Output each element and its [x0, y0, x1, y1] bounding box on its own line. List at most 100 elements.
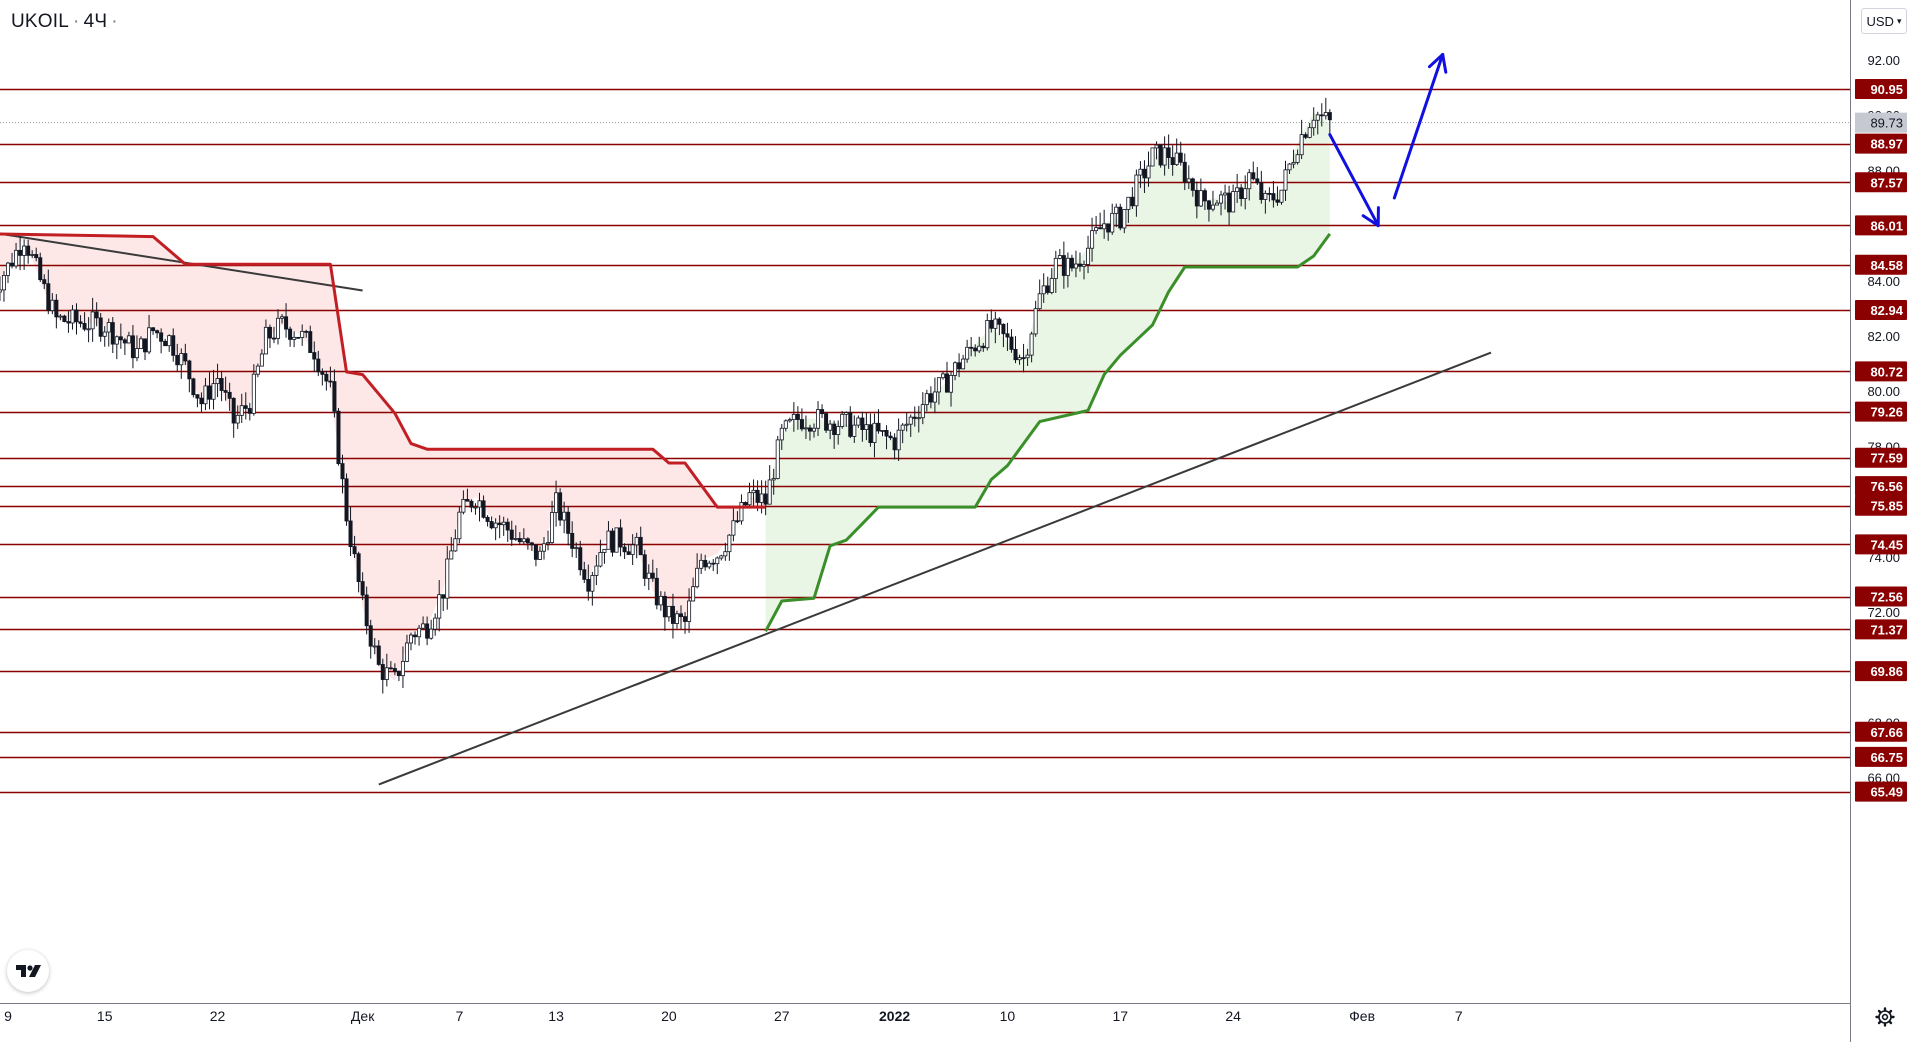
candle — [384, 653, 389, 687]
candle — [1291, 149, 1296, 169]
candle — [288, 326, 293, 347]
level-label: 77.59 — [1855, 447, 1907, 468]
level-label: 66.75 — [1855, 746, 1907, 767]
candle — [582, 561, 587, 584]
candle — [433, 613, 438, 636]
projection-arrow-1[interactable] — [1328, 133, 1380, 228]
time-tick-label: 2022 — [879, 1008, 910, 1024]
candle — [324, 370, 329, 391]
candle — [622, 543, 627, 559]
candle — [1186, 165, 1191, 189]
candle — [368, 619, 373, 659]
candle — [143, 338, 148, 361]
candle — [1094, 215, 1099, 235]
candle — [1271, 180, 1276, 208]
candle — [58, 314, 63, 321]
candle — [715, 556, 720, 575]
candle — [1138, 161, 1143, 188]
candle — [1025, 348, 1030, 366]
candle — [1231, 184, 1236, 213]
candle — [570, 521, 575, 558]
candle — [832, 420, 837, 449]
candle — [856, 415, 861, 428]
candle — [344, 473, 349, 526]
candle — [134, 335, 139, 362]
candle — [425, 616, 430, 646]
candle — [82, 312, 87, 332]
candle — [227, 382, 232, 411]
candle — [445, 546, 450, 610]
candle — [771, 468, 776, 495]
candle — [1029, 331, 1034, 363]
candle — [944, 361, 949, 393]
candle — [1194, 181, 1199, 219]
projection-arrow-2[interactable] — [1392, 52, 1448, 200]
candle — [1303, 132, 1308, 140]
candle — [973, 344, 978, 357]
candle — [662, 591, 667, 631]
candle — [1327, 109, 1332, 135]
candle — [836, 420, 841, 445]
tradingview-logo-icon[interactable] — [7, 950, 49, 992]
candle — [949, 370, 954, 407]
candle — [735, 511, 740, 524]
currency-button[interactable]: USD ▾ — [1861, 8, 1907, 34]
candle — [417, 624, 422, 646]
candle — [1182, 153, 1187, 191]
trend-line-1[interactable] — [0, 232, 363, 292]
candle — [292, 331, 297, 348]
candle — [1255, 167, 1260, 185]
candle — [1082, 260, 1087, 280]
candle — [1053, 250, 1058, 294]
candle — [848, 406, 853, 439]
level-label-text: 88.97 — [1870, 137, 1903, 152]
candle — [1190, 177, 1195, 197]
candle — [884, 425, 889, 450]
stop-green-line[interactable] — [764, 233, 1332, 633]
candle — [1263, 190, 1268, 214]
candle — [1170, 145, 1175, 176]
candle — [852, 415, 857, 443]
candle — [203, 377, 208, 411]
candle — [1251, 161, 1256, 181]
candle — [364, 586, 369, 635]
candle — [731, 506, 736, 542]
candle — [223, 376, 228, 401]
candle — [642, 549, 647, 587]
trend-line-2[interactable] — [378, 351, 1492, 786]
candle — [1219, 190, 1224, 216]
candle — [1279, 189, 1284, 205]
level-label: 90.95 — [1855, 78, 1907, 99]
candle — [985, 313, 990, 351]
candle — [739, 494, 744, 525]
symbol-title[interactable]: UKOIL · 4Ч · — [11, 11, 122, 33]
candle — [953, 361, 958, 381]
candle — [231, 397, 236, 438]
candle — [989, 309, 994, 333]
level-label: 87.57 — [1855, 172, 1907, 193]
candle — [1174, 138, 1179, 166]
candle — [610, 528, 615, 557]
level-label-text: 79.26 — [1870, 405, 1903, 420]
candle — [138, 336, 143, 350]
gear-icon[interactable] — [1872, 1004, 1898, 1030]
stop-red-fill — [0, 234, 766, 681]
candle — [0, 276, 2, 301]
candle — [920, 392, 925, 425]
candle — [1033, 300, 1038, 337]
stop-red-line[interactable] — [0, 232, 766, 509]
time-axis[interactable]: 9 15 22 Дек 7 13 20 27 2022 10 17 24 Фев 7 — [4, 1008, 1463, 1024]
candle — [175, 343, 180, 372]
candle — [1154, 141, 1159, 160]
candle — [1009, 329, 1014, 353]
price-tick-label: 82.00 — [1867, 329, 1900, 344]
level-label-text: 80.72 — [1870, 364, 1903, 379]
candle — [598, 539, 603, 568]
candle — [799, 408, 804, 432]
candle — [408, 632, 413, 651]
candle — [1065, 252, 1070, 288]
candle — [360, 572, 365, 601]
candle — [699, 553, 704, 575]
